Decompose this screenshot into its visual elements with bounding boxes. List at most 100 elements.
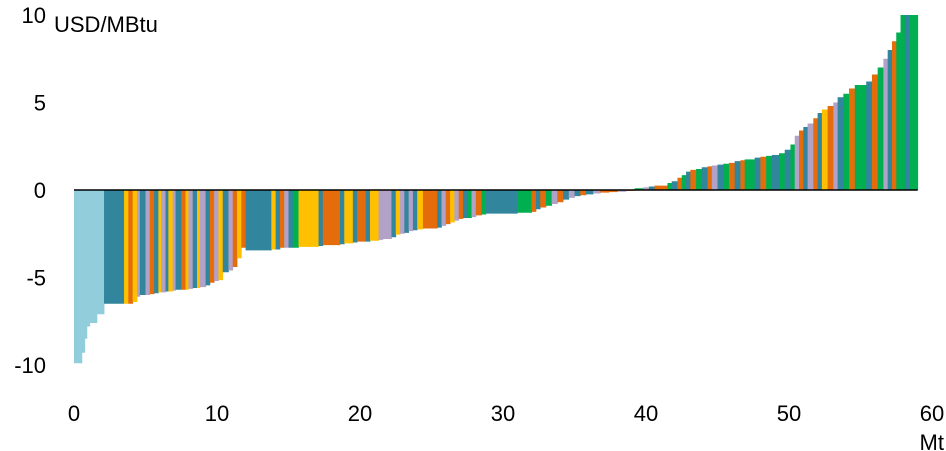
bar-61 [422,190,438,229]
x-tick-label: 60 [920,401,944,426]
bar-89 [617,190,627,192]
bar-27 [205,190,211,286]
bar-0 [74,190,83,364]
bar-87 [600,190,610,193]
bar-39 [279,190,285,248]
bar-66 [454,190,460,221]
bar-78 [545,190,553,206]
bar-31 [222,190,229,273]
x-axis-unit-label: Mt [920,430,944,451]
bar-105 [717,164,724,191]
y-tick-labels: 10 5 0 -5 -10 [14,3,46,378]
bar-65 [450,190,455,223]
bar-110 [744,159,756,191]
bar-49 [357,190,367,242]
x-tick-label: 30 [491,401,515,426]
y-tick-label: 10 [22,3,46,28]
bar-50 [365,190,371,242]
bar-137 [896,32,901,190]
bar-17 [165,190,169,292]
bar-22 [185,190,189,290]
bar-20 [175,190,182,290]
bar-4 [89,190,98,323]
bar-30 [218,190,224,281]
bar-72 [481,190,487,215]
bar-118 [794,135,800,190]
bar-86 [593,190,601,194]
bar-28 [209,190,215,283]
bar-11 [139,190,146,295]
bar-1 [81,190,86,353]
bar-55 [395,190,401,235]
bar-13 [149,190,155,295]
bar-134 [883,58,889,190]
bar-127 [837,97,844,190]
bar-43 [298,190,319,247]
bar-71 [475,190,482,216]
bar-123 [817,113,823,190]
bar-129 [849,88,856,190]
bar-14 [154,190,159,294]
bar-121 [807,123,814,190]
bar-128 [843,93,850,190]
bar-98 [681,175,687,191]
bar-136 [891,41,897,190]
bar-5 [96,190,105,315]
bar-58 [408,190,414,232]
bar-139 [904,15,910,190]
bar-19 [172,190,176,291]
bar-106 [723,163,730,190]
bar-24 [192,190,198,288]
bar-82 [568,190,575,198]
bar-48 [352,190,358,243]
x-tick-label: 50 [777,401,801,426]
bar-67 [458,190,464,219]
bar-25 [196,190,201,288]
bar-125 [827,106,834,190]
bar-45 [322,190,341,246]
bar-94 [654,185,668,190]
bar-47 [344,190,354,244]
bar-10 [136,190,141,297]
bar-113 [766,155,773,190]
bar-37 [271,190,277,250]
bar-100 [690,169,697,191]
bar-74 [517,190,532,213]
bar-91 [634,188,644,190]
bar-124 [821,109,829,190]
bar-60 [417,190,424,230]
x-tick-labels: 0 10 20 30 40 50 60 [68,401,944,426]
bar-80 [557,190,564,203]
y-axis-unit-label: USD/MBtu [54,12,158,37]
bar-77 [540,190,547,208]
bar-64 [445,190,451,225]
bar-62 [437,190,442,228]
bar-52 [378,190,384,240]
bar-2 [84,190,88,339]
bar-59 [412,190,418,231]
bar-111 [754,157,761,191]
bar-46 [339,190,345,245]
bar-75 [531,190,537,212]
bar-70 [471,190,477,218]
bar-131 [866,81,873,190]
bar-102 [701,167,708,190]
bar-38 [275,190,281,250]
bar-133 [877,67,884,190]
bar-95 [667,183,673,190]
bar-120 [803,127,808,190]
x-tick-label: 10 [205,401,229,426]
bar-119 [799,130,804,190]
bar-126 [833,102,839,190]
bar-15 [158,190,162,293]
bar-130 [854,85,867,190]
bar-138 [900,15,906,190]
bar-135 [887,50,893,190]
bar-7 [124,190,129,304]
bar-96 [671,181,678,190]
bar-23 [188,190,194,289]
bar-18 [168,190,174,292]
bar-76 [535,190,541,210]
bar-122 [813,118,818,190]
